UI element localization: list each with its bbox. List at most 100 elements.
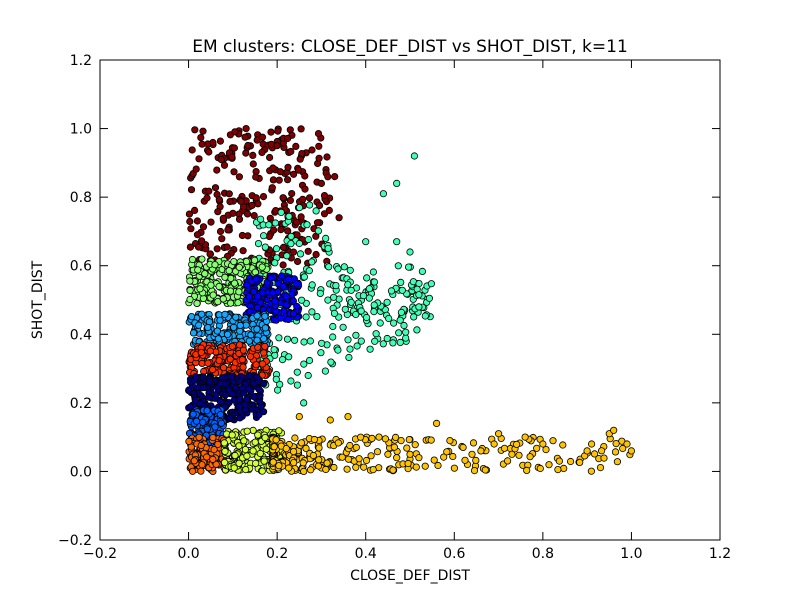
scatter-point (305, 201, 314, 209)
scatter-point (344, 280, 352, 289)
scatter-point (287, 377, 295, 385)
scatter-point (191, 126, 199, 134)
scatter-point (370, 278, 378, 286)
scatter-point (312, 207, 320, 215)
scatter-point (427, 280, 435, 288)
scatter-point (324, 244, 332, 253)
scatter-point (272, 245, 281, 253)
scatter-point (290, 336, 299, 344)
scatter-point (207, 281, 215, 289)
scatter-point (186, 217, 194, 226)
scatter-point (207, 218, 215, 226)
scatter-point (265, 153, 274, 162)
scatter-point (316, 289, 324, 297)
scatter-point (188, 312, 196, 321)
scatter-point (245, 292, 253, 301)
scatter-point (446, 436, 454, 445)
scatter-point (383, 334, 391, 343)
scatter-point (418, 267, 426, 275)
scatter-point (196, 285, 204, 293)
scatter-point (403, 444, 411, 452)
scatter-point (232, 313, 240, 321)
scatter-point (229, 209, 237, 217)
scatter-point (235, 263, 243, 271)
scatter-point (220, 439, 228, 447)
scatter-point (368, 434, 376, 442)
scatter-point (253, 373, 261, 381)
scatter-point (515, 451, 523, 459)
scatter-point (243, 210, 252, 218)
scatter-point (306, 466, 315, 474)
scatter-point (267, 274, 275, 282)
scatter-point (559, 441, 567, 449)
x-tick-label: 0.6 (443, 546, 465, 562)
scatter-point (237, 197, 245, 205)
scatter-point (195, 433, 203, 441)
scatter-point (346, 266, 354, 274)
scatter-point (303, 221, 311, 229)
scatter-point (236, 321, 244, 329)
scatter-point (322, 234, 330, 242)
scatter-point (308, 308, 316, 316)
scatter-point (405, 435, 413, 444)
scatter-point (297, 125, 305, 133)
scatter-point (434, 461, 442, 470)
scatter-point (289, 170, 298, 178)
scatter-point (237, 372, 245, 381)
scatter-point (241, 133, 249, 141)
scatter-point (299, 195, 307, 203)
scatter-point (276, 168, 284, 176)
scatter-point (230, 323, 238, 331)
scatter-point (334, 439, 342, 447)
scatter-point (297, 296, 306, 304)
scatter-point (410, 313, 418, 321)
scatter-point (253, 312, 261, 320)
scatter-point (204, 359, 212, 367)
scatter-point (194, 243, 203, 251)
scatter-point (322, 465, 330, 474)
scatter-point (225, 267, 233, 275)
scatter-point (254, 200, 262, 208)
scatter-point (197, 134, 205, 142)
scatter-point (235, 173, 243, 181)
scatter-point (206, 378, 214, 386)
scatter-point (230, 279, 239, 287)
scatter-point (566, 457, 575, 466)
scatter-point (225, 190, 233, 198)
scatter-point (215, 196, 223, 204)
scatter-point (249, 151, 257, 159)
x-tick-label: 1.2 (709, 546, 731, 562)
scatter-point (230, 168, 238, 176)
scatter-point (404, 263, 413, 271)
scatter-point (256, 215, 265, 223)
scatter-point (231, 451, 239, 460)
scatter-point (215, 282, 223, 291)
scatter-point (330, 309, 339, 317)
scatter-point (228, 342, 236, 350)
scatter-point (255, 385, 263, 393)
x-tick-label: 0.8 (532, 546, 554, 562)
scatter-point (275, 176, 283, 184)
scatter-point (326, 416, 334, 424)
scatter-point (293, 368, 301, 376)
scatter-point (304, 247, 312, 255)
scatter-point (587, 440, 596, 448)
scatter-point (258, 360, 267, 368)
scatter-point (449, 452, 457, 461)
scatter-point (259, 193, 268, 201)
scatter-point (389, 339, 397, 347)
scatter-point (298, 150, 306, 158)
scatter-point (210, 445, 218, 454)
scatter-point (313, 219, 322, 227)
scatter-point (290, 458, 298, 467)
scatter-point (314, 130, 323, 138)
scatter-point (317, 339, 326, 347)
scatter-point (214, 335, 222, 343)
scatter-point (249, 447, 257, 455)
scatter-point (254, 343, 262, 351)
scatter-point (461, 456, 469, 464)
scatter-point (286, 196, 294, 204)
scatter-point (261, 324, 269, 332)
scatter-point (224, 330, 232, 338)
scatter-point (389, 466, 397, 474)
